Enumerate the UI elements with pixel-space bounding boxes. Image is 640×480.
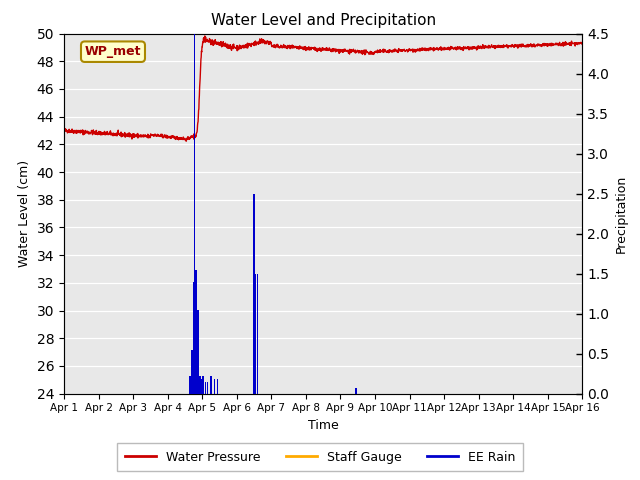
Bar xyxy=(201,379,202,394)
Legend: Water Pressure, Staff Gauge, EE Rain: Water Pressure, Staff Gauge, EE Rain xyxy=(117,444,523,471)
Bar xyxy=(214,379,215,394)
Y-axis label: Precipitation: Precipitation xyxy=(615,174,628,253)
Bar xyxy=(195,277,196,394)
Bar xyxy=(200,376,201,394)
Bar xyxy=(198,376,200,394)
X-axis label: Time: Time xyxy=(308,419,339,432)
Bar xyxy=(196,270,197,394)
Bar xyxy=(210,376,212,394)
Bar xyxy=(193,282,195,394)
Bar xyxy=(202,376,203,394)
Bar xyxy=(205,382,206,394)
Bar xyxy=(196,325,198,394)
Bar xyxy=(193,34,195,394)
Title: Water Level and Precipitation: Water Level and Precipitation xyxy=(211,13,436,28)
Text: WP_met: WP_met xyxy=(84,45,141,58)
Bar xyxy=(202,376,204,394)
Bar xyxy=(255,274,257,394)
Bar xyxy=(207,382,208,394)
Bar xyxy=(200,379,202,394)
Bar xyxy=(191,349,193,394)
Bar xyxy=(192,376,193,394)
Bar xyxy=(257,274,258,394)
Bar xyxy=(195,270,196,394)
Y-axis label: Water Level (cm): Water Level (cm) xyxy=(18,160,31,267)
Bar xyxy=(189,376,191,394)
Bar xyxy=(253,193,255,394)
Bar xyxy=(199,376,200,394)
Bar xyxy=(217,379,218,394)
Bar xyxy=(197,310,199,394)
Bar xyxy=(355,388,356,394)
